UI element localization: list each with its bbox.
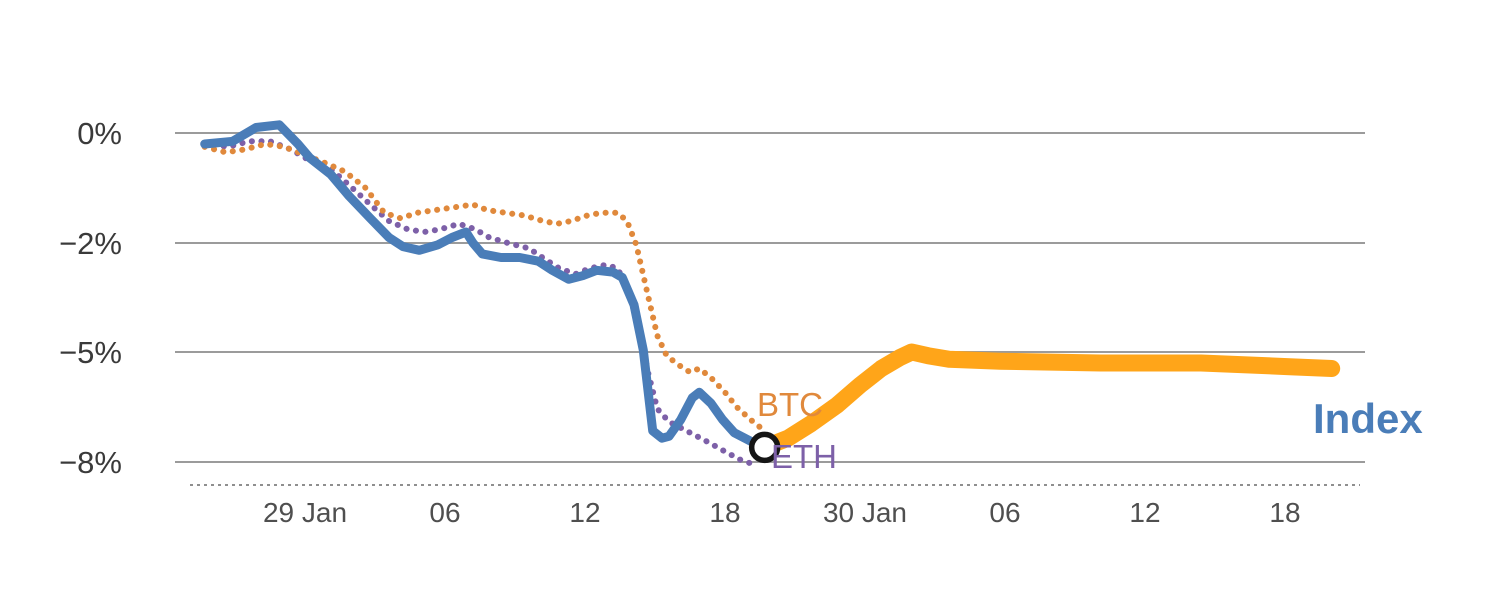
x-tick-label: 06 [989,497,1020,528]
x-tick-label: 12 [569,497,600,528]
y-tick-label: −2% [59,226,122,261]
y-tick-label: −8% [59,445,122,480]
series-label-eth: ETH [771,438,837,475]
x-tick-label: 18 [1269,497,1300,528]
series-line-btc [201,141,766,432]
y-tick-label: −5% [59,335,122,370]
x-tick-label: 18 [709,497,740,528]
y-tick-label: 0% [77,116,122,151]
series-line-index [200,120,767,452]
series-line-eth [201,138,761,469]
series-label-index: Index [1313,395,1423,442]
current-point-marker [748,431,781,464]
x-tick-label: 06 [429,497,460,528]
x-tick-label: 30 Jan [823,497,907,528]
series-label-btc: BTC [757,386,823,423]
series-line-index-projection [756,343,1341,456]
x-tick-label: 29 Jan [263,497,347,528]
x-tick-label: 12 [1129,497,1160,528]
